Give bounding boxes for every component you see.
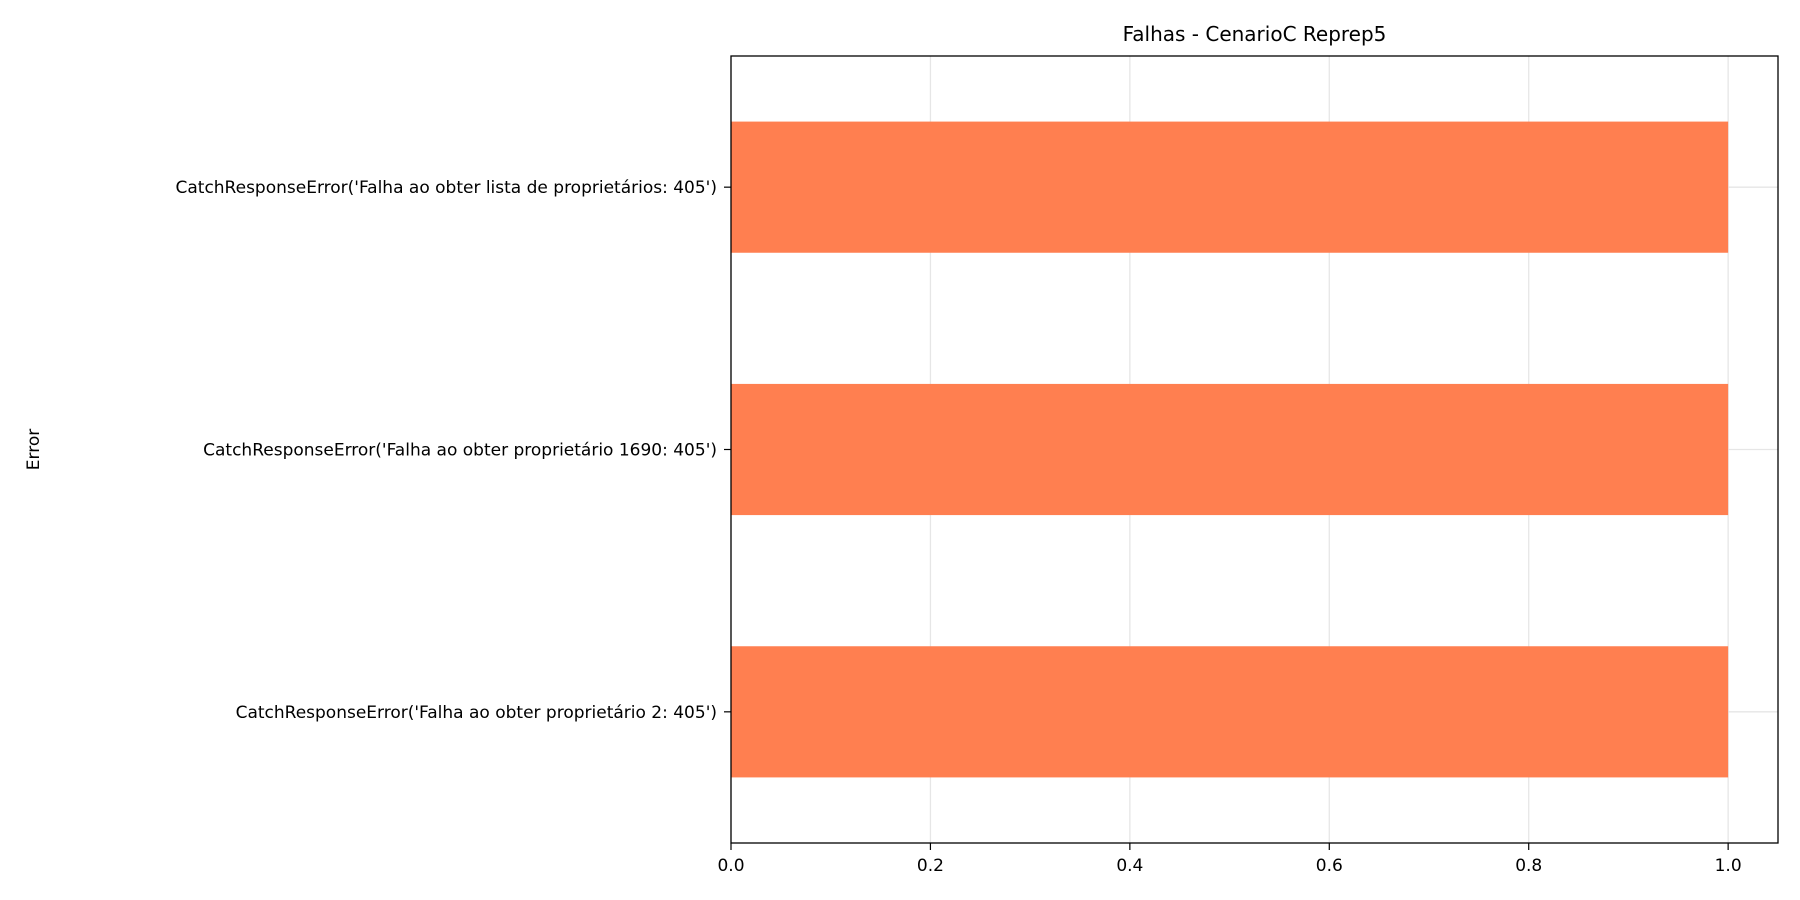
x-tick-label: 0.6 bbox=[1316, 856, 1343, 876]
x-tick-label: 0.2 bbox=[917, 856, 944, 876]
x-axis-ticks: 0.0 0.2 0.4 0.6 0.8 1.0 bbox=[717, 843, 1742, 876]
chart-title: Falhas - CenarioC Reprep5 bbox=[1123, 22, 1387, 46]
bars bbox=[731, 121, 1729, 778]
y-axis-ticks: CatchResponseError('Falha ao obter lista… bbox=[175, 178, 731, 723]
x-tick-label: 1.0 bbox=[1715, 856, 1742, 876]
y-tick-label: CatchResponseError('Falha ao obter propr… bbox=[203, 441, 717, 461]
y-axis-label: Error bbox=[24, 429, 44, 470]
x-tick-label: 0.8 bbox=[1515, 856, 1542, 876]
bar bbox=[731, 646, 1729, 778]
x-tick-label: 0.4 bbox=[1116, 856, 1143, 876]
y-tick-label: CatchResponseError('Falha ao obter propr… bbox=[236, 703, 717, 723]
bar bbox=[731, 121, 1729, 253]
x-tick-label: 0.0 bbox=[717, 856, 744, 876]
y-tick-label: CatchResponseError('Falha ao obter lista… bbox=[175, 178, 717, 198]
bar bbox=[731, 383, 1729, 516]
